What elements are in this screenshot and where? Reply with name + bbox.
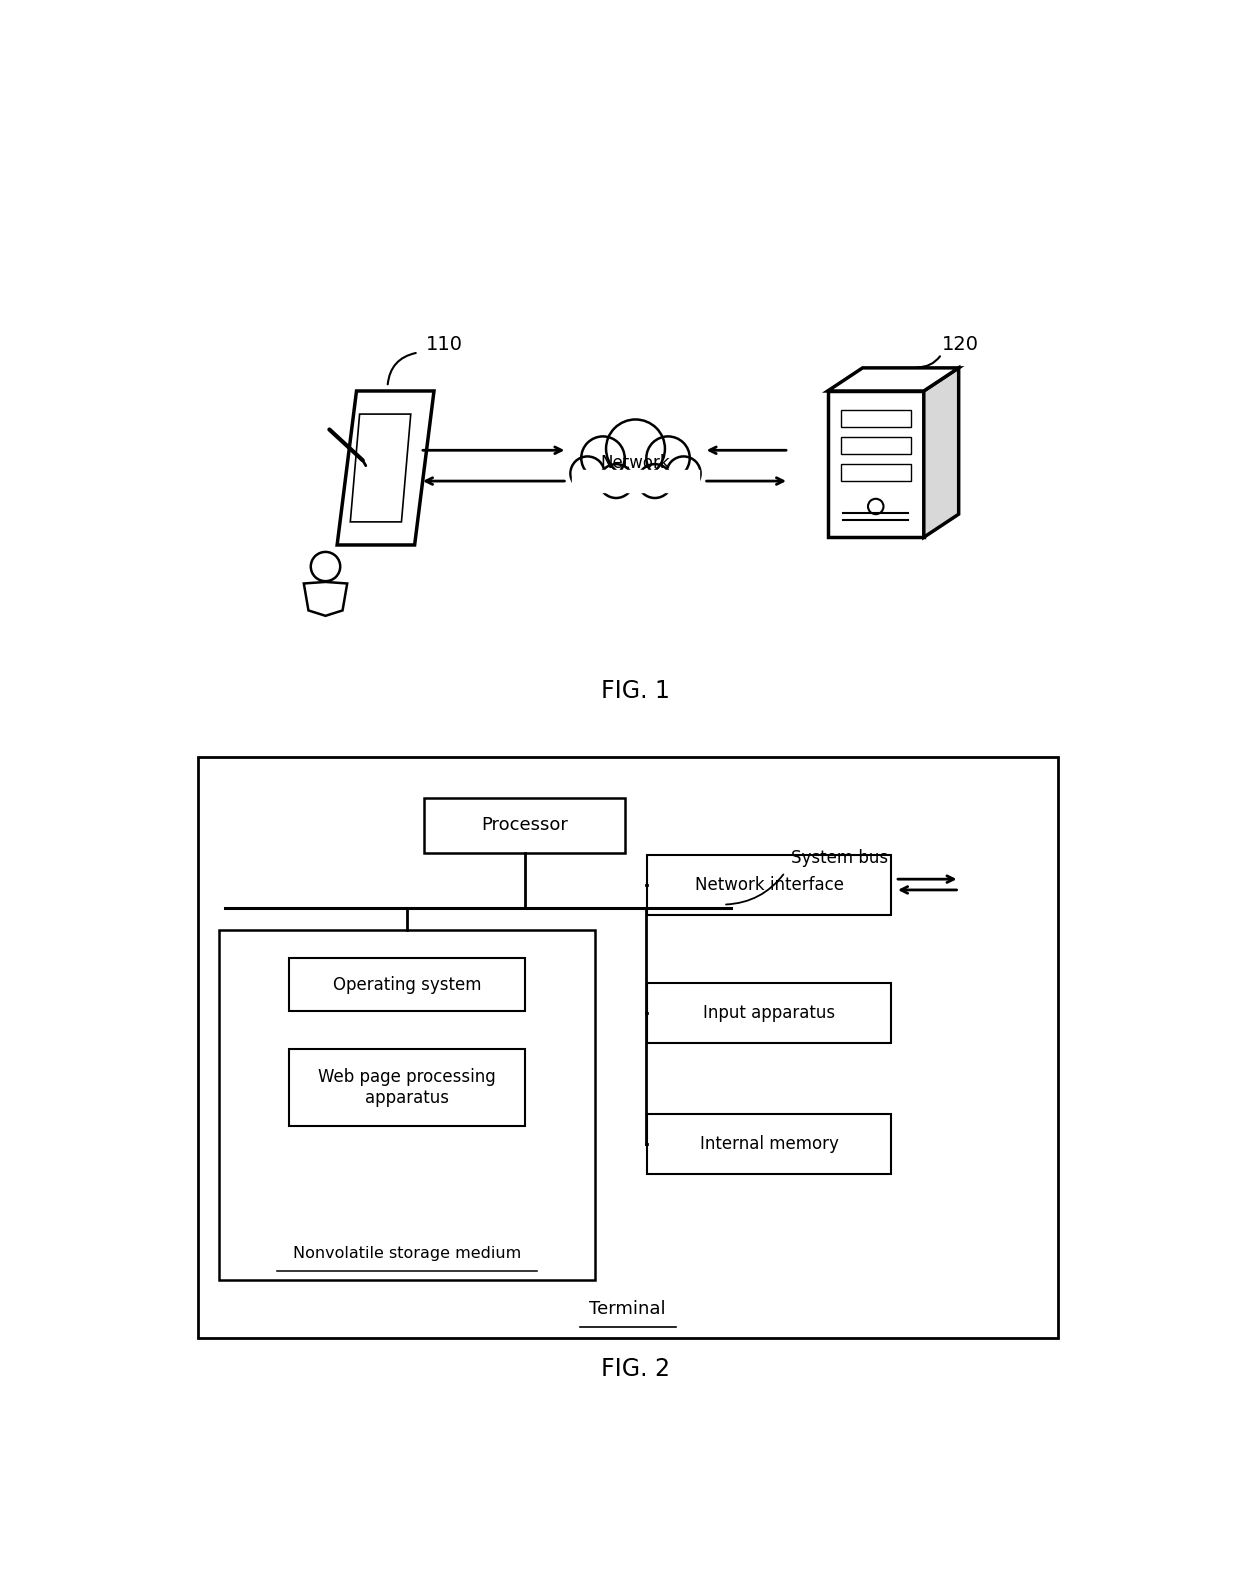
FancyBboxPatch shape (841, 410, 910, 427)
Circle shape (599, 464, 634, 498)
Text: FIG. 2: FIG. 2 (601, 1356, 670, 1381)
Text: Internal memory: Internal memory (699, 1135, 838, 1153)
Polygon shape (350, 415, 410, 522)
Polygon shape (924, 367, 959, 538)
FancyBboxPatch shape (219, 930, 595, 1281)
Text: Network interface: Network interface (694, 875, 843, 894)
FancyBboxPatch shape (572, 470, 699, 492)
FancyBboxPatch shape (197, 757, 1058, 1337)
Text: Operating system: Operating system (334, 976, 481, 994)
Polygon shape (828, 391, 924, 538)
Circle shape (637, 464, 672, 498)
Circle shape (646, 437, 689, 479)
Text: Input apparatus: Input apparatus (703, 1005, 836, 1022)
FancyBboxPatch shape (841, 464, 910, 481)
FancyBboxPatch shape (424, 798, 625, 853)
Polygon shape (304, 582, 347, 617)
Circle shape (570, 456, 605, 490)
Text: Terminal: Terminal (589, 1299, 666, 1318)
Text: Processor: Processor (481, 817, 568, 834)
FancyBboxPatch shape (647, 1113, 892, 1173)
Text: Network: Network (600, 454, 671, 472)
Circle shape (667, 456, 701, 490)
FancyBboxPatch shape (572, 470, 699, 492)
Text: Web page processing
apparatus: Web page processing apparatus (319, 1069, 496, 1107)
Text: 120: 120 (941, 336, 978, 355)
FancyBboxPatch shape (647, 982, 892, 1042)
Text: Nonvolatile storage medium: Nonvolatile storage medium (293, 1246, 521, 1262)
FancyBboxPatch shape (289, 1049, 526, 1126)
Circle shape (606, 419, 665, 478)
FancyBboxPatch shape (647, 855, 892, 915)
Text: FIG. 1: FIG. 1 (601, 680, 670, 703)
Text: 110: 110 (427, 336, 464, 355)
Polygon shape (337, 391, 434, 546)
Polygon shape (828, 367, 959, 391)
Circle shape (582, 437, 625, 479)
FancyBboxPatch shape (841, 437, 910, 454)
Text: System bus: System bus (791, 850, 888, 867)
FancyBboxPatch shape (289, 959, 526, 1011)
